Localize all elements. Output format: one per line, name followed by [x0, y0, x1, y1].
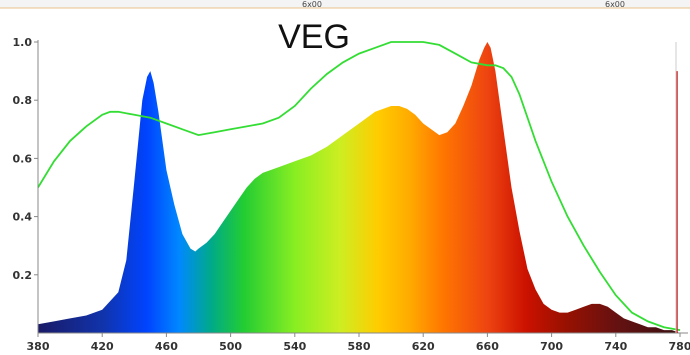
y-tick-label: 0.6: [13, 152, 33, 165]
x-tick-label: 500: [219, 340, 242, 353]
spectrum-area: [38, 42, 680, 333]
header-strip: [0, 0, 690, 8]
y-tick-label: 0.2: [13, 269, 33, 282]
curve-layer: [37, 41, 681, 331]
header-mark: 6x00: [605, 0, 625, 9]
x-tick-label: 740: [604, 340, 627, 353]
series-line: [37, 41, 681, 331]
marker-layer: [675, 42, 678, 333]
axes: [37, 40, 688, 334]
x-tick-label: 580: [348, 340, 371, 353]
header-marks: 6x00 6x00: [302, 0, 625, 9]
header-mark: 6x00: [302, 0, 322, 9]
chart-title: VEG: [278, 18, 350, 56]
x-tick-label: 700: [540, 340, 563, 353]
x-tick-label: 780: [669, 340, 690, 353]
x-tick-label: 380: [27, 340, 50, 353]
x-tick-label: 420: [91, 340, 114, 353]
y-tick-label: 0.4: [13, 211, 33, 224]
x-axis-ticks: 380 420 460 500 540 580 620 660 700 740 780: [27, 333, 690, 353]
x-tick-label: 660: [476, 340, 499, 353]
y-axis-ticks: 0.2 0.4 0.6 0.8 1.0: [13, 36, 38, 282]
x-tick-label: 620: [412, 340, 435, 353]
y-tick-label: 1.0: [13, 36, 33, 49]
x-tick-label: 540: [283, 340, 306, 353]
x-tick-label: 460: [155, 340, 178, 353]
y-tick-label: 0.8: [13, 94, 33, 107]
spectrum-area-layer: [38, 42, 680, 333]
